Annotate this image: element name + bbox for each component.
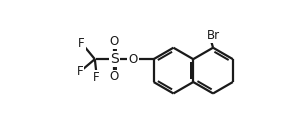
Text: Br: Br [206,29,220,42]
Text: O: O [110,71,119,83]
Text: O: O [128,53,138,66]
Text: O: O [110,35,119,48]
Text: F: F [77,65,83,78]
Text: S: S [110,52,119,66]
Text: F: F [78,37,85,50]
Text: F: F [93,71,100,84]
